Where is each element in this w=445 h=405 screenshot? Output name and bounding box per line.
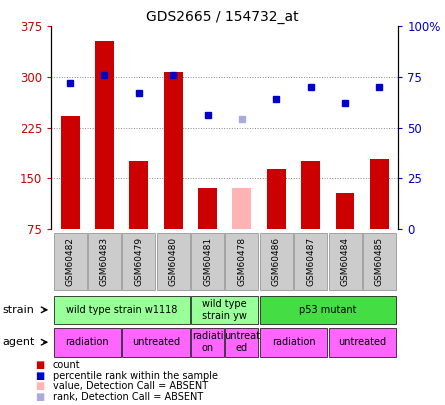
Text: GDS2665 / 154732_at: GDS2665 / 154732_at xyxy=(146,10,299,24)
Bar xyxy=(53,233,87,290)
Bar xyxy=(61,116,80,229)
Bar xyxy=(328,233,361,290)
Text: radiation: radiation xyxy=(65,337,109,347)
Bar xyxy=(328,328,396,357)
Bar xyxy=(53,328,121,357)
Text: radiati
on: radiati on xyxy=(192,331,223,353)
Bar xyxy=(363,233,396,290)
Bar xyxy=(122,233,155,290)
Bar xyxy=(129,161,148,229)
Text: untreated: untreated xyxy=(338,337,386,347)
Text: GSM60479: GSM60479 xyxy=(134,237,143,286)
Bar xyxy=(294,233,327,290)
Text: GSM60484: GSM60484 xyxy=(340,237,349,286)
Bar xyxy=(370,159,389,229)
Bar xyxy=(267,169,286,229)
Bar xyxy=(95,41,114,229)
Text: rank, Detection Call = ABSENT: rank, Detection Call = ABSENT xyxy=(53,392,203,402)
Text: untreat
ed: untreat ed xyxy=(224,331,260,353)
Text: p53 mutant: p53 mutant xyxy=(299,305,356,315)
Text: wild type strain w1118: wild type strain w1118 xyxy=(66,305,177,315)
Text: ■: ■ xyxy=(36,382,45,391)
Text: GSM60481: GSM60481 xyxy=(203,237,212,286)
Bar xyxy=(336,193,355,229)
Bar xyxy=(164,72,182,229)
Text: untreated: untreated xyxy=(132,337,180,347)
Text: value, Detection Call = ABSENT: value, Detection Call = ABSENT xyxy=(53,382,208,391)
Text: GSM60483: GSM60483 xyxy=(100,237,109,286)
Text: wild type
strain yw: wild type strain yw xyxy=(202,299,247,321)
Text: GSM60482: GSM60482 xyxy=(65,237,75,286)
Bar xyxy=(226,233,259,290)
Bar xyxy=(191,296,259,324)
Bar xyxy=(260,296,396,324)
Bar xyxy=(53,296,190,324)
Text: ■: ■ xyxy=(36,392,45,402)
Bar xyxy=(301,161,320,229)
Text: agent: agent xyxy=(2,337,35,347)
Bar xyxy=(88,233,121,290)
Text: GSM60485: GSM60485 xyxy=(375,237,384,286)
Bar xyxy=(157,233,190,290)
Text: percentile rank within the sample: percentile rank within the sample xyxy=(53,371,218,381)
Bar xyxy=(260,328,327,357)
Text: GSM60486: GSM60486 xyxy=(272,237,281,286)
Text: GSM60480: GSM60480 xyxy=(169,237,178,286)
Bar xyxy=(198,188,217,229)
Text: ■: ■ xyxy=(36,360,45,370)
Bar xyxy=(226,328,259,357)
Text: ■: ■ xyxy=(36,371,45,381)
Bar xyxy=(122,328,190,357)
Text: strain: strain xyxy=(2,305,34,315)
Bar xyxy=(191,233,224,290)
Bar xyxy=(232,188,251,229)
Text: count: count xyxy=(53,360,80,370)
Text: radiation: radiation xyxy=(271,337,315,347)
Text: GSM60487: GSM60487 xyxy=(306,237,315,286)
Bar xyxy=(260,233,293,290)
Text: GSM60478: GSM60478 xyxy=(238,237,247,286)
Bar xyxy=(191,328,224,357)
